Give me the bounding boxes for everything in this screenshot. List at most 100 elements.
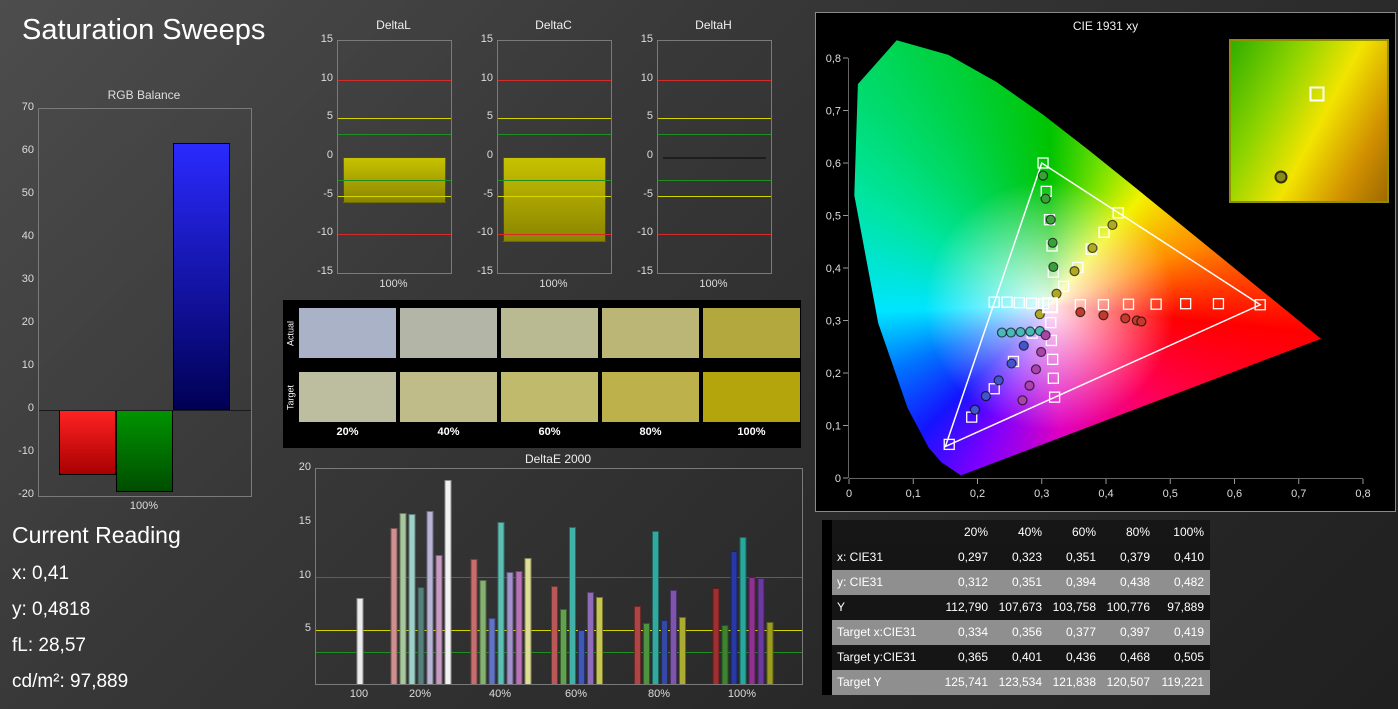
- measured-marker-blue: [1006, 358, 1017, 369]
- bar-group-60%: [551, 527, 603, 684]
- y-axis-label: 5: [486, 110, 493, 123]
- y-tick-label: 0,8: [826, 53, 841, 65]
- reading-line: cd/m²: 97,889: [12, 671, 129, 692]
- x-tick-label: 0,5: [1163, 488, 1178, 500]
- target-marker-red: [1122, 298, 1135, 310]
- x-axis-label: 20%: [408, 688, 432, 700]
- bar-group-80%: [634, 531, 686, 684]
- bar: [652, 531, 659, 684]
- target-marker-yellow: [1098, 226, 1110, 238]
- x-axis-label: 100%: [539, 278, 568, 290]
- measured-marker-cyan: [1015, 326, 1026, 338]
- row-label: Y: [837, 600, 846, 614]
- target-swatch-60%: [501, 372, 598, 422]
- table-corner-cell: [832, 520, 940, 545]
- cell: 125,741: [944, 675, 988, 689]
- current-reading-title: Current Reading: [12, 522, 181, 548]
- cell: 0,394: [1065, 575, 1096, 589]
- cie-table-body: x: CIE31 0,297 0,323 0,351 0,379 0,410 y: CIE3…: [832, 545, 1210, 695]
- bar: [712, 588, 720, 684]
- cie-title: CIE 1931 xy: [1072, 19, 1139, 33]
- row-label: Target y:CIE31: [837, 650, 917, 664]
- bar-group-20%: [390, 479, 452, 684]
- bar: [578, 630, 585, 684]
- swatch-row-label: Actual: [285, 320, 296, 346]
- white-point-marker: [1042, 297, 1059, 314]
- x-tick-label: 0,8: [1355, 488, 1370, 500]
- cie-inset: [1229, 39, 1389, 203]
- x-tick-label: 0,4: [1098, 488, 1113, 500]
- delta-bar: [503, 157, 606, 243]
- bar: [551, 586, 558, 684]
- cell: 123,534: [998, 675, 1042, 689]
- swatch-panel: Actual Target 20% 40% 60% 80% 100%: [283, 300, 801, 448]
- reference-line: [498, 118, 611, 120]
- measured-marker-cyan: [1025, 326, 1036, 337]
- bar: [730, 550, 738, 684]
- y-axis-label: 20: [298, 461, 311, 473]
- table-row: Target x:CIE31 0,334 0,356 0,377 0,397 0,419: [832, 620, 1210, 645]
- bar: [488, 618, 496, 684]
- swatch-col-label: 60%: [538, 426, 561, 438]
- bar: [739, 536, 747, 684]
- reference-line: [498, 79, 611, 81]
- y-axis-label: 0: [486, 149, 493, 161]
- cell: 112,790: [945, 600, 989, 614]
- target-marker-magenta: [1047, 353, 1059, 366]
- actual-swatch-100%: [703, 308, 800, 358]
- bar-green: [116, 410, 173, 492]
- bar: [524, 558, 532, 684]
- measured-marker-green: [1048, 261, 1059, 273]
- column-header: 100%: [1173, 525, 1204, 539]
- y-axis-label: 50: [21, 187, 34, 199]
- gamut-triangle: [944, 161, 1262, 448]
- deltae-chart: DeltaE 2000 20 15 10 5 100 20% 40% 60% 80% 100%: [283, 452, 803, 708]
- x-tick-label: 0: [846, 488, 852, 500]
- target-marker-magenta: [1045, 334, 1058, 347]
- cie-table-head: 20% 40% 60% 80% 100%: [832, 520, 1210, 545]
- measured-marker-magenta: [1036, 346, 1047, 358]
- actual-swatch-60%: [501, 308, 598, 358]
- cell: 0,323: [1011, 550, 1042, 564]
- cell: 0,351: [1065, 550, 1096, 564]
- rgb-balance-x-axis-label: 100%: [129, 500, 159, 512]
- x-axis-label: 100%: [699, 278, 728, 290]
- bar: [679, 617, 686, 684]
- target-marker-magenta: [1045, 316, 1057, 329]
- bar: [497, 521, 505, 684]
- bar: [444, 479, 452, 684]
- y-axis-label: -10: [477, 226, 493, 239]
- y-axis-label: 5: [646, 110, 653, 123]
- y-axis-label: -10: [317, 226, 333, 239]
- reference-line: [316, 651, 802, 653]
- bar: [670, 590, 677, 684]
- inset-target-marker: [1309, 86, 1325, 102]
- table-row: Y 112,790 107,673 103,758 100,776 97,889: [832, 595, 1210, 620]
- table-row: Target Y 125,741 123,534 121,838 120,507 119,…: [832, 670, 1210, 695]
- x-tick-label: 0,7: [1291, 488, 1306, 500]
- y-axis-label: 70: [21, 101, 34, 113]
- reference-line: [498, 180, 611, 182]
- y-axis-label: -15: [477, 265, 493, 277]
- target-swatch-40%: [400, 372, 497, 422]
- bar: [515, 571, 523, 684]
- bar: [356, 598, 364, 684]
- cie-data-table: 20% 40% 60% 80% 100% x: CIE31 0,297 0,323 0,351…: [822, 520, 1214, 698]
- measured-marker-green: [1047, 237, 1058, 248]
- bar: [435, 555, 443, 684]
- bar-blue: [173, 143, 230, 410]
- table-row: Target y:CIE31 0,365 0,401 0,436 0,468 0,505: [832, 645, 1210, 670]
- x-axis-label: 80%: [647, 688, 671, 700]
- measured-marker-cyan: [996, 327, 1008, 338]
- cell: 0,377: [1065, 625, 1096, 639]
- bar: [766, 621, 774, 684]
- rgb-balance-chart: RGB Balance 100% 70 60 50 40 30 20 10 0 -10 -20: [8, 88, 258, 520]
- target-marker-red: [1097, 299, 1110, 311]
- bar: [634, 605, 641, 684]
- cie-overlay: 0 0,1 0,2 0,3 0,4 0,5 0,6 0,7 0,8 0 0,1 0,2 0,3 0,4 0,…: [826, 53, 1371, 500]
- column-header: 40%: [1017, 525, 1042, 539]
- y-axis-label: 5: [304, 622, 311, 635]
- y-tick-label: 0,7: [826, 106, 841, 118]
- y-axis-label: 15: [320, 33, 333, 45]
- measured-marker-blue: [1018, 340, 1029, 351]
